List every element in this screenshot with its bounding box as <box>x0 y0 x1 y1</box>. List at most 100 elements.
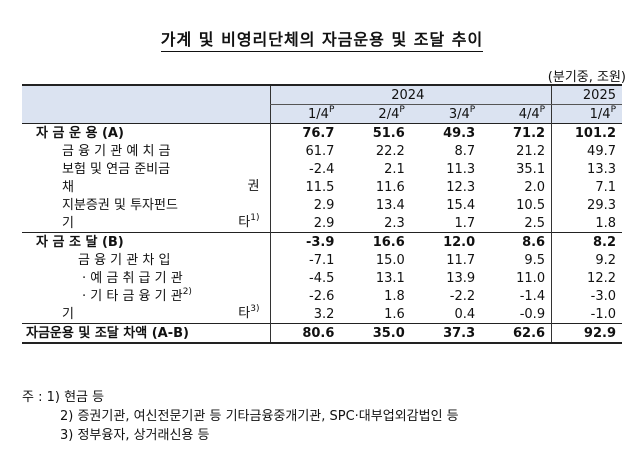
table-row: 보험 및 연금 준비금 -2.4 2.1 11.3 35.1 13.3 <box>22 160 622 178</box>
table-cell: 29.3 <box>551 196 622 214</box>
table-cell: 7.1 <box>551 178 622 196</box>
table-row: · 기 타 금 융 기 관2) -2.6 1.8 -2.2 -1.4 -3.0 <box>22 287 622 305</box>
table-cell: 8.2 <box>551 232 622 251</box>
row-label: 자금운용 및 조달 차액 (A-B) <box>22 323 270 344</box>
table-cell: 13.3 <box>551 160 622 178</box>
table-cell: -3.9 <box>269 232 341 251</box>
table-row: 자금운용 및 조달 차액 (A-B) 80.6 35.0 37.3 62.6 92.9 <box>22 323 622 344</box>
quarter-header: 2/4P <box>340 104 411 124</box>
footnote: 3) 정부융자, 상거래신용 등 <box>60 428 210 443</box>
table-cell: 2.9 <box>269 214 341 233</box>
table-cell: 2.1 <box>384 161 405 177</box>
row-label: 금 융 기 관 차 입 <box>78 252 171 268</box>
table-cell: 35.0 <box>340 323 411 344</box>
table-cell: 51.6 <box>340 123 411 142</box>
table-cell: -2.4 <box>269 160 341 178</box>
table-row: 지분증권 및 투자펀드 2.9 13.4 15.4 10.5 29.3 <box>22 196 622 214</box>
flow-of-funds-table: 2024 2025 1/4P 2/4P 3/4P 4/4P 1/4P 자 금 운… <box>22 84 622 344</box>
table-cell: 2.5 <box>524 215 546 231</box>
table-cell: 2.3 <box>384 215 405 231</box>
table-cell: 0.4 <box>454 306 476 322</box>
table-cell: 49.3 <box>410 123 482 142</box>
table-cell: 76.7 <box>269 123 341 142</box>
table-cell: 1.7 <box>454 215 476 231</box>
table-cell: 15.0 <box>375 252 405 268</box>
table-cell: 49.7 <box>551 142 622 160</box>
table-cell: -2.6 <box>269 287 341 305</box>
table-cell: 12.2 <box>551 269 622 287</box>
table-cell: 8.7 <box>454 143 476 159</box>
table-cell: 12.3 <box>446 179 476 195</box>
table-cell: 3.2 <box>269 305 341 324</box>
table-cell: -1.4 <box>519 288 546 304</box>
table-row: 채 권 11.5 11.6 12.3 2.0 7.1 <box>22 178 622 196</box>
year-2025: 2025 <box>551 84 622 105</box>
quarter-header: 1/4P <box>551 104 622 124</box>
row-label: 자 금 운 용 (A) <box>22 123 270 142</box>
table-row: 기 타3) 3.2 1.6 0.4 -0.9 -1.0 <box>22 305 622 324</box>
table-cell: 8.6 <box>481 232 552 251</box>
table-cell: 61.7 <box>269 142 341 160</box>
table-cell: 11.6 <box>375 179 405 195</box>
table-cell: -4.5 <box>269 269 341 287</box>
row-label: 기 타3) <box>62 304 260 322</box>
table-cell: -0.9 <box>519 306 546 322</box>
row-label: 지분증권 및 투자펀드 <box>62 197 178 213</box>
row-label: · 예 금 취 급 기 관 <box>82 270 183 286</box>
header-year-row: 2024 2025 <box>22 84 622 105</box>
table-cell: 16.6 <box>340 232 411 251</box>
table-cell: 71.2 <box>481 123 552 142</box>
row-label: 보험 및 연금 준비금 <box>62 161 171 177</box>
row-label: 금 융 기 관 예 치 금 <box>62 143 171 159</box>
quarter-header: 1/4P <box>269 104 341 124</box>
footnote: 주 : 1) 현금 등 <box>22 390 105 405</box>
table-cell: 62.6 <box>481 323 552 344</box>
quarter-header: 4/4P <box>481 104 552 124</box>
table-cell: -3.0 <box>551 287 622 305</box>
year-2024: 2024 <box>269 84 552 105</box>
table-title: 가계 및 비영리단체의 자금운용 및 조달 추이 <box>0 26 644 52</box>
table-cell: 11.5 <box>269 178 341 196</box>
table-cell: 37.3 <box>410 323 482 344</box>
table-cell: 11.0 <box>516 270 546 286</box>
table-cell: 35.1 <box>516 161 546 177</box>
table-cell: 13.9 <box>446 270 476 286</box>
header-quarter-row: 1/4P 2/4P 3/4P 4/4P 1/4P <box>22 104 622 124</box>
row-label: 기 타1) <box>62 213 260 231</box>
table-cell: 10.5 <box>516 197 546 213</box>
table-cell: 80.6 <box>269 323 341 344</box>
table-cell: 1.8 <box>551 214 622 233</box>
table-cell: 21.2 <box>516 143 546 159</box>
table-cell: -1.0 <box>551 305 622 324</box>
table-row: 기 타1) 2.9 2.3 1.7 2.5 1.8 <box>22 214 622 233</box>
table-cell: 11.7 <box>446 252 476 268</box>
header-blank <box>22 84 270 105</box>
table-cell: 22.2 <box>375 143 405 159</box>
table-cell: 13.1 <box>375 270 405 286</box>
table-cell: 2.0 <box>524 179 546 195</box>
table-cell: 11.3 <box>446 161 476 177</box>
table-cell: 1.8 <box>384 288 405 304</box>
table-cell: 15.4 <box>446 197 476 213</box>
table-row: 금 융 기 관 예 치 금 61.7 22.2 8.7 21.2 49.7 <box>22 142 622 160</box>
table-cell: 12.0 <box>410 232 482 251</box>
table-cell: 2.9 <box>269 196 341 214</box>
table-cell: 9.2 <box>551 251 622 269</box>
unit-label: (분기중, 조원) <box>547 70 626 85</box>
table-row: 자 금 운 용 (A) 76.7 51.6 49.3 71.2 101.2 <box>22 123 622 142</box>
table-row: 금 융 기 관 차 입 -7.1 15.0 11.7 9.5 9.2 <box>22 251 622 269</box>
table-cell: -7.1 <box>269 251 341 269</box>
footnotes: 주 : 1) 현금 등 2) 증권기관, 여신전문기관 등 기타금융중개기관, … <box>22 388 459 445</box>
table-cell: 13.4 <box>375 197 405 213</box>
quarter-header: 3/4P <box>410 104 482 124</box>
row-label: 자 금 조 달 (B) <box>22 232 270 251</box>
table-cell: 1.6 <box>384 306 405 322</box>
table-cell: 9.5 <box>524 252 546 268</box>
table-cell: 101.2 <box>551 123 622 142</box>
row-label: · 기 타 금 융 기 관2) <box>82 286 192 304</box>
table-cell: -2.2 <box>449 288 476 304</box>
table-row: · 예 금 취 급 기 관 -4.5 13.1 13.9 11.0 12.2 <box>22 269 622 287</box>
table-cell: 92.9 <box>551 323 622 344</box>
table-row: 자 금 조 달 (B) -3.9 16.6 12.0 8.6 8.2 <box>22 232 622 251</box>
